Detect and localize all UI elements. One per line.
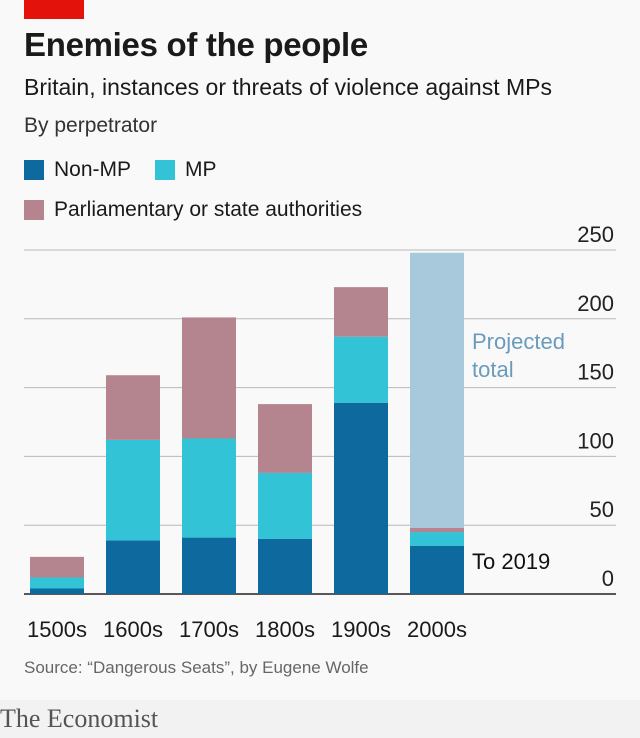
legend-swatch-mp xyxy=(155,160,176,180)
legend-swatch-non-mp xyxy=(24,160,44,180)
bar-mp-2000s xyxy=(410,532,464,546)
chart-title: Enemies of the people xyxy=(24,26,368,63)
legend-label-mp: MP xyxy=(185,158,217,181)
publisher-logo: The Economist xyxy=(0,704,159,733)
legend-item-authorities: Parliamentary or state authorities xyxy=(24,198,362,222)
bar-authorities-1700s xyxy=(182,317,236,439)
x-tick-label-1600s: 1600s xyxy=(103,617,163,642)
bar-non-mp-1600s xyxy=(106,540,160,594)
bar-mp-1900s xyxy=(334,336,388,403)
annotation-projected-line-2: total xyxy=(472,357,514,382)
bar-mp-1500s xyxy=(30,577,84,589)
x-tick-label-1900s: 1900s xyxy=(331,617,391,642)
legend-label-non-mp: Non-MP xyxy=(54,158,132,181)
y-tick-label-50: 50 xyxy=(590,497,614,522)
bar-authorities-1500s xyxy=(30,556,84,578)
bar-authorities-1600s xyxy=(106,375,160,440)
legend-item-mp: MP xyxy=(155,158,217,182)
y-tick-label-150: 150 xyxy=(577,360,614,385)
brand-accent-tab xyxy=(24,0,84,19)
legend: Non-MP MP xyxy=(24,158,241,182)
bar-authorities-1800s xyxy=(258,404,312,473)
bar-authorities-1900s xyxy=(334,287,388,337)
y-tick-label-0: 0 xyxy=(602,566,614,591)
bar-non-mp-1500s xyxy=(30,588,84,594)
bar-authorities-2000s xyxy=(410,527,464,533)
annotation-projected-line-1: Projected xyxy=(472,329,565,354)
source-note: Source: “Dangerous Seats”, by Eugene Wol… xyxy=(24,658,369,677)
x-tick-label-2000s: 2000s xyxy=(407,617,467,642)
x-tick-label-1700s: 1700s xyxy=(179,617,239,642)
bar-non-mp-1900s xyxy=(334,402,388,594)
bar-non-mp-1700s xyxy=(182,537,236,594)
annotation-to-2019: To 2019 xyxy=(472,549,550,574)
x-tick-label-1800s: 1800s xyxy=(255,617,315,642)
legend-item-non-mp: Non-MP xyxy=(24,158,131,182)
bar-mp-1600s xyxy=(106,439,160,541)
chart-subtitle: Britain, instances or threats of violenc… xyxy=(24,74,552,100)
legend-label-authorities: Parliamentary or state authorities xyxy=(54,198,363,221)
legend-swatch-authorities xyxy=(24,200,44,220)
bar-non-mp-2000s xyxy=(410,545,464,594)
chart-subsubtitle: By perpetrator xyxy=(24,114,158,137)
x-tick-label-1500s: 1500s xyxy=(27,617,87,642)
bar-mp-1700s xyxy=(182,438,236,538)
bar-mp-1800s xyxy=(258,472,312,539)
bar-non-mp-1800s xyxy=(258,538,312,594)
legend-row-2: Parliamentary or state authorities xyxy=(24,198,386,222)
y-tick-label-200: 200 xyxy=(577,291,614,316)
y-tick-label-250: 250 xyxy=(577,222,614,247)
y-tick-label-100: 100 xyxy=(577,428,614,453)
bar-chart: 0 50 100 150 200 250 1500s 1600s 1700s 1800s 1900s… xyxy=(24,222,616,642)
